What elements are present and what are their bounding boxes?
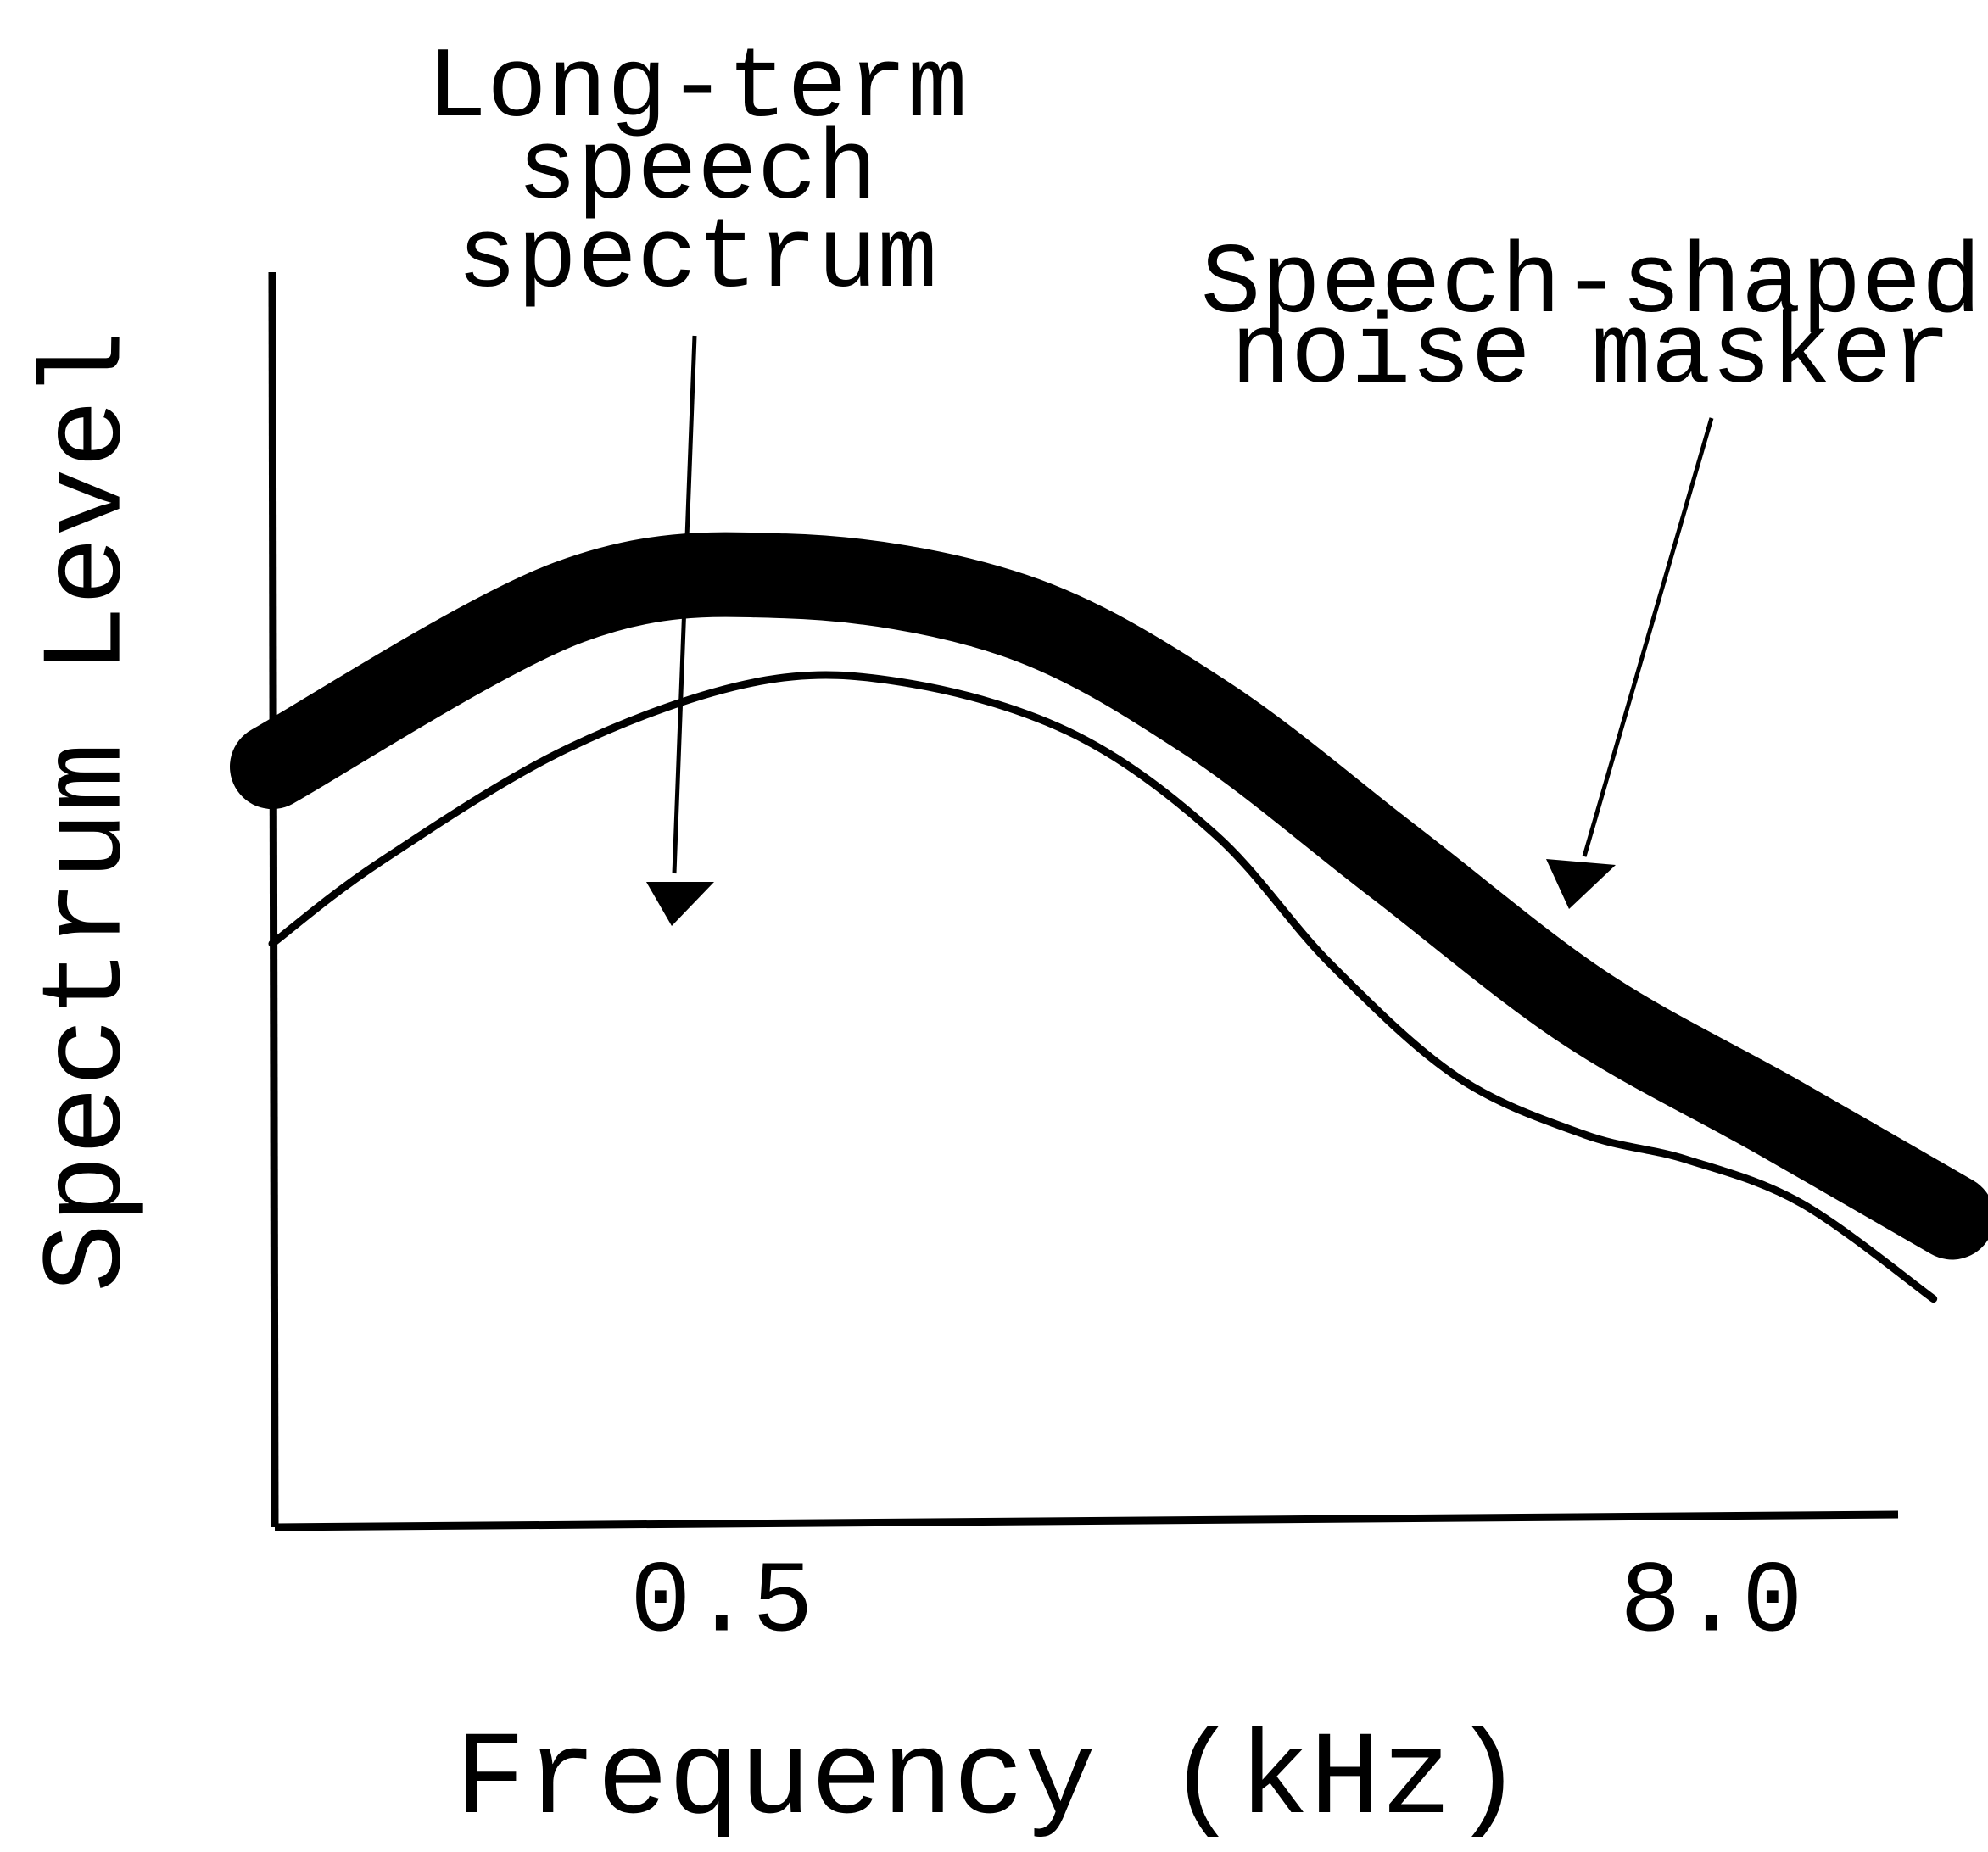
annotation: spectrum — [457, 204, 938, 316]
x-axis-label: Frequency (kHz) — [455, 1714, 1523, 1849]
annotation: Long-term — [427, 33, 967, 146]
arrow-head — [1546, 859, 1616, 909]
annotation-arrow — [1582, 417, 1714, 857]
annotation: Speech-shaped — [1201, 229, 1982, 342]
x-axis — [274, 1510, 1899, 1531]
annotation: noise masker — [1231, 299, 1952, 412]
speech-line — [268, 671, 1938, 1303]
y-axis-label: Spectrum Level — [25, 331, 154, 1292]
noise-band — [230, 532, 1988, 1260]
annotation: speech — [517, 115, 878, 228]
arrow-head — [646, 882, 714, 926]
y-axis — [268, 271, 279, 1528]
x-tick-label: 8.0 — [1620, 1547, 1803, 1662]
x-tick-label: 0.5 — [630, 1547, 813, 1662]
